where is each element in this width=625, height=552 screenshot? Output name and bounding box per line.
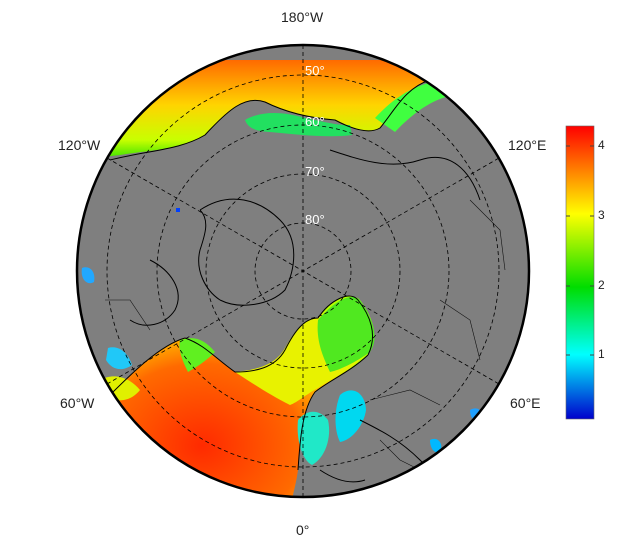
bering-strait-green: [245, 113, 352, 137]
lon-label-60w: 60°W: [60, 395, 95, 411]
lat-circle-50: [106, 74, 500, 468]
north-sea-cyan: [297, 411, 330, 465]
small-lake-blue: [81, 267, 95, 284]
coastlines: [109, 77, 529, 483]
baltic-cyan: [335, 390, 366, 442]
colorbar-gradient: [566, 126, 594, 419]
lon-label-180w: 180°W: [281, 9, 324, 25]
lon-label-120w: 120°W: [58, 137, 101, 153]
borders: [105, 199, 506, 471]
lat-label-60: 60°: [305, 114, 325, 129]
colorbar-tick-3: 3: [598, 208, 605, 222]
lon-label-60e: 60°E: [510, 395, 541, 411]
lat-label-70: 70°: [305, 164, 325, 179]
okhotsk-field: [375, 80, 450, 132]
lon-label-0: 0°: [296, 522, 310, 538]
lon-label-120e: 120°E: [508, 137, 547, 153]
bering-sea-field: [77, 60, 529, 160]
lat-label-50: 50°: [305, 63, 325, 78]
caspian-blue: [430, 438, 442, 453]
map-rim: [75, 43, 531, 499]
hudson-cyan: [106, 347, 132, 370]
colorbar-ticks: [566, 145, 594, 356]
colorbar-tick-4: 4: [598, 138, 605, 152]
greenland-sea-green: [179, 338, 215, 372]
dot-blue: [176, 208, 180, 212]
lat-label-80: 80°: [305, 212, 325, 227]
barents-green: [317, 296, 375, 372]
graticule: [106, 45, 500, 497]
colorbar-tick-1: 1: [598, 347, 605, 361]
colorbar-border: [565, 125, 595, 420]
colorbar-tick-2: 2: [598, 278, 605, 292]
meridian-60w-120e: [106, 157, 500, 385]
